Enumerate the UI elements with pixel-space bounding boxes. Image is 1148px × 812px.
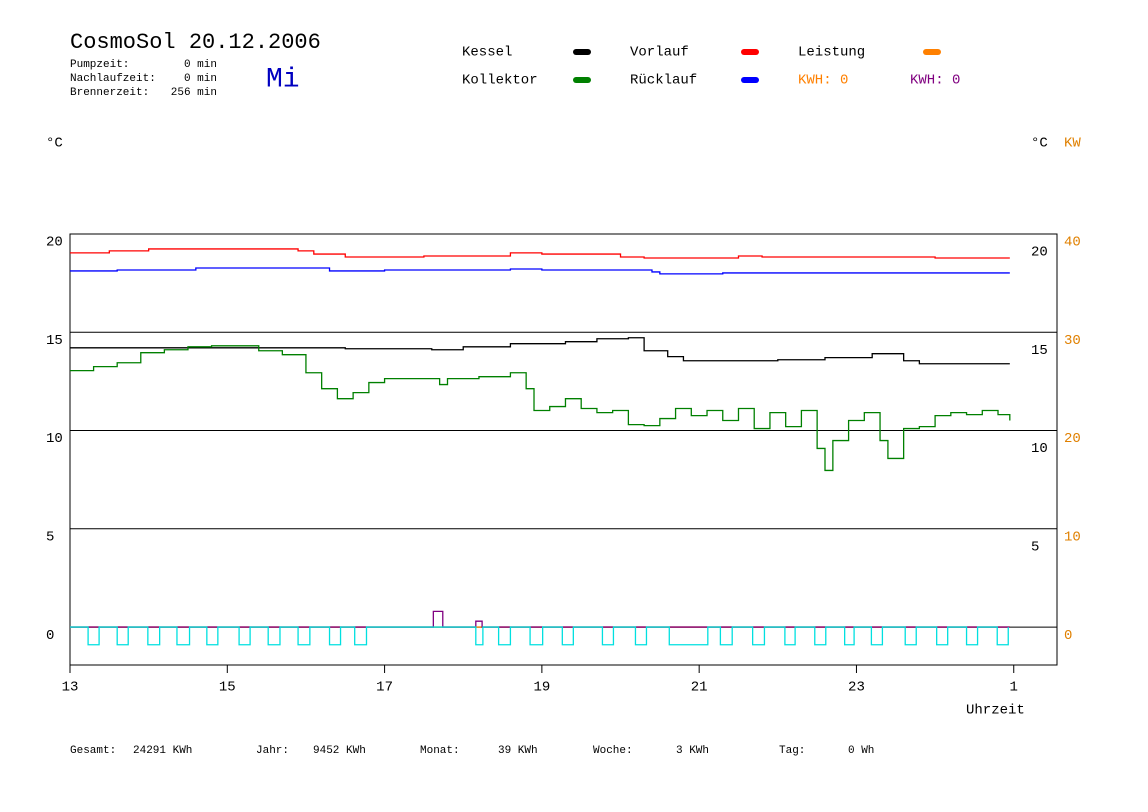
stat-label: Pumpzeit:	[70, 59, 129, 71]
plot-frame	[69, 233, 1058, 666]
footer-value: 39 KWh	[498, 745, 538, 757]
legend-label: Rücklauf	[630, 73, 697, 89]
legend-label: Vorlauf	[630, 45, 689, 61]
x-tick-label: 17	[376, 680, 393, 696]
weekday: Mi	[266, 64, 300, 95]
x-tick-label: 13	[62, 680, 79, 696]
y2-tick-label: 30	[1064, 333, 1081, 349]
legend-note: KWH: 0	[798, 73, 848, 89]
y-tick-label-right: 5	[1031, 540, 1039, 556]
stat-value: 256 min	[171, 87, 217, 99]
x-tick-label: 15	[219, 680, 236, 696]
y-tick-label-right: 10	[1031, 441, 1048, 457]
y-tick-label-right: 15	[1031, 343, 1048, 359]
y-tick-label-right: 20	[1031, 245, 1048, 261]
y2-tick-label: 40	[1064, 235, 1081, 251]
footer-label: Gesamt:	[70, 745, 116, 757]
footer-value: 0 Wh	[848, 745, 874, 757]
x-axis-label: Uhrzeit	[966, 703, 1025, 719]
y2-tick-label: 10	[1064, 530, 1081, 546]
legend-note: KWH: 0	[910, 73, 960, 89]
series-line	[70, 345, 1011, 472]
series-line	[70, 337, 1010, 365]
footer-value: 3 KWh	[676, 745, 709, 757]
y-tick-label: 20	[46, 235, 63, 251]
footer-label: Jahr:	[256, 745, 289, 757]
footer-label: Monat:	[420, 745, 460, 757]
y-tick-label: 5	[46, 530, 54, 546]
title: CosmoSol 20.12.2006	[70, 30, 321, 55]
series-line	[70, 267, 1010, 275]
x-tick-label: 1	[1010, 680, 1018, 696]
legend-label: Kessel	[462, 45, 512, 61]
y2-tick-label: 0	[1064, 628, 1072, 644]
y-axis-label: °C	[46, 136, 63, 152]
footer-value: 9452 KWh	[313, 745, 366, 757]
stat-label: Brennerzeit:	[70, 87, 149, 99]
stat-label: Nachlaufzeit:	[70, 73, 156, 85]
x-tick-label: 23	[848, 680, 865, 696]
footer-value: 24291 KWh	[133, 745, 192, 757]
footer-label: Tag:	[779, 745, 805, 757]
footer-label: Woche:	[593, 745, 633, 757]
y-tick-label: 0	[46, 628, 54, 644]
series-line	[70, 610, 1010, 628]
stat-value: 0 min	[184, 73, 217, 85]
y-tick-label: 10	[46, 431, 63, 447]
y-axis-label-right: °C	[1031, 136, 1048, 152]
x-tick-label: 21	[691, 680, 708, 696]
stat-value: 0 min	[184, 59, 217, 71]
legend-label: Kollektor	[462, 73, 538, 89]
y2-axis-label: KW	[1064, 136, 1081, 152]
series-line	[70, 626, 1009, 646]
y2-tick-label: 20	[1064, 431, 1081, 447]
y-tick-label: 15	[46, 333, 63, 349]
series-line	[70, 248, 1010, 259]
legend-label: Leistung	[798, 45, 865, 61]
x-tick-label: 19	[533, 680, 550, 696]
